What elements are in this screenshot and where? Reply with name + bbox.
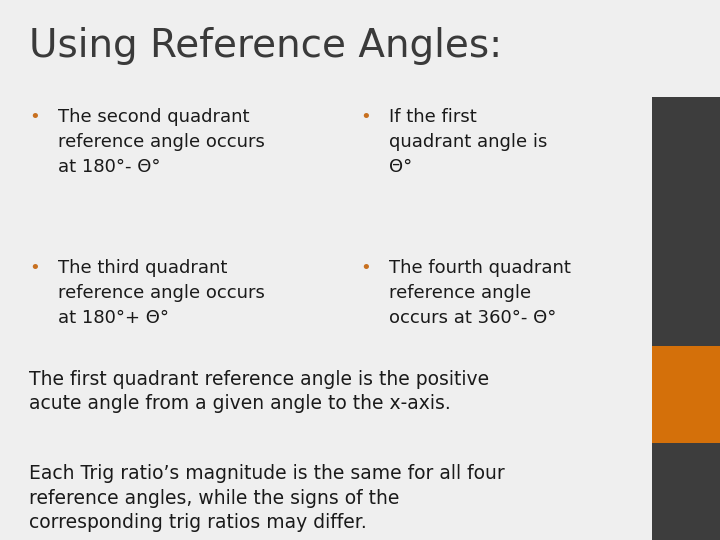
Text: Using Reference Angles:: Using Reference Angles: [29, 27, 502, 65]
Text: Each Trig ratio’s magnitude is the same for all four
reference angles, while the: Each Trig ratio’s magnitude is the same … [29, 464, 505, 532]
Bar [652, 443, 720, 540]
Text: •: • [360, 259, 371, 277]
Text: The fourth quadrant
reference angle
occurs at 360°- Θ°: The fourth quadrant reference angle occu… [389, 259, 571, 327]
Text: •: • [360, 108, 371, 126]
Text: The third quadrant
reference angle occurs
at 180°+ Θ°: The third quadrant reference angle occur… [58, 259, 264, 327]
Text: If the first
quadrant angle is
Θ°: If the first quadrant angle is Θ° [389, 108, 547, 176]
Text: •: • [29, 108, 40, 126]
Bar [652, 346, 720, 443]
Bar [652, 97, 720, 540]
Text: •: • [29, 259, 40, 277]
Text: The second quadrant
reference angle occurs
at 180°- Θ°: The second quadrant reference angle occu… [58, 108, 264, 176]
Text: The first quadrant reference angle is the positive
acute angle from a given angl: The first quadrant reference angle is th… [29, 370, 489, 413]
